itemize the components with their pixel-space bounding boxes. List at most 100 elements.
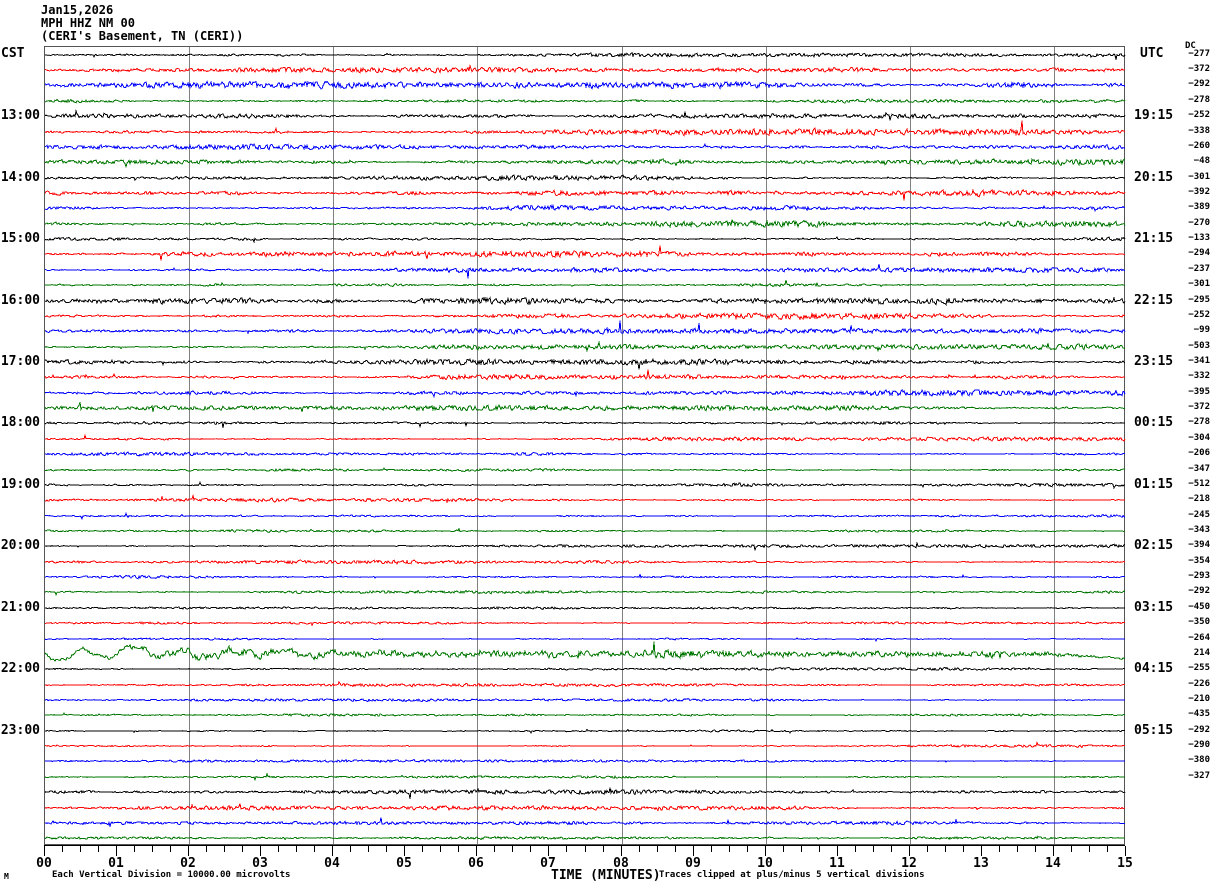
trace-row-31 <box>44 527 1126 533</box>
x-tick-major-05 <box>404 846 405 856</box>
utc-hour-label-20-15: 20:15 <box>1134 169 1174 185</box>
dc-value-13: −294 <box>1188 248 1210 259</box>
dc-value-8: −301 <box>1188 171 1210 182</box>
dc-value-27: −347 <box>1188 463 1210 474</box>
trace-row-25 <box>44 433 1126 442</box>
utc-hour-label-01-15: 01:15 <box>1134 476 1174 492</box>
x-tick-label-10: 10 <box>757 856 773 871</box>
dc-value-16: −295 <box>1188 294 1210 305</box>
trace-row-37 <box>44 620 1126 627</box>
x-tick-minor <box>873 846 874 852</box>
cst-hour-label-14-00: 14:00 <box>0 169 40 185</box>
corner-mark: M <box>4 872 9 881</box>
x-tick-major-06 <box>476 846 477 856</box>
trace-row-26 <box>44 451 1126 457</box>
x-tick-label-07: 07 <box>540 856 556 871</box>
trace-row-50 <box>44 817 1126 828</box>
trace-row-3 <box>44 98 1126 104</box>
x-tick-minor <box>170 846 171 852</box>
x-axis-line <box>44 845 1125 846</box>
cst-hour-label-22-00: 22:00 <box>0 661 40 677</box>
x-tick-minor <box>1089 846 1090 852</box>
cst-hour-label-16-00: 16:00 <box>0 292 40 308</box>
dc-value-25: −304 <box>1188 432 1210 443</box>
utc-hour-label-04-15: 04:15 <box>1134 661 1174 677</box>
clipping-note: Traces clipped at plus/minus 5 vertical … <box>659 870 925 880</box>
x-axis-tick-labels: 00 01 02 03 04 05 06 07 08 09 10 11 12 13 14 15 <box>0 856 1210 871</box>
dc-value-32: −394 <box>1188 540 1210 551</box>
dc-value-38: −264 <box>1188 632 1210 643</box>
x-tick-label-06: 06 <box>468 856 484 871</box>
trace-row-39 <box>44 641 1126 662</box>
trace-row-42 <box>44 698 1126 703</box>
trace-row-45 <box>44 741 1126 749</box>
gridline-minute-02 <box>189 47 190 844</box>
header-station: MPH HHZ NM 00 <box>41 16 135 30</box>
trace-row-27 <box>44 466 1126 472</box>
trace-row-4 <box>44 109 1126 121</box>
utc-hour-label-19-15: 19:15 <box>1134 108 1174 124</box>
x-tick-minor <box>1107 846 1108 852</box>
x-tick-label-04: 04 <box>324 856 340 871</box>
trace-row-46 <box>44 759 1126 764</box>
x-tick-major-01 <box>116 846 117 856</box>
dc-value-45: −290 <box>1188 740 1210 751</box>
dc-value-47: −327 <box>1188 770 1210 781</box>
dc-value-33: −354 <box>1188 555 1210 566</box>
trace-row-1 <box>44 63 1126 74</box>
trace-row-22 <box>44 388 1126 398</box>
dc-value-21: −332 <box>1188 371 1210 382</box>
trace-row-8 <box>44 173 1125 182</box>
utc-hour-label-00-15: 00:15 <box>1134 415 1174 431</box>
x-tick-major-12 <box>909 846 910 856</box>
x-tick-minor <box>530 846 531 852</box>
trace-row-14 <box>44 263 1126 279</box>
header-date: Jan15,2026 <box>41 3 114 17</box>
dc-value-28: −512 <box>1188 478 1210 489</box>
x-tick-minor <box>819 846 820 852</box>
x-tick-major-13 <box>981 846 982 856</box>
x-tick-minor <box>729 846 730 852</box>
utc-hour-label-22-15: 22:15 <box>1134 292 1174 308</box>
utc-hour-label-05-15: 05:15 <box>1134 722 1174 738</box>
helicorder-plot[interactable] <box>44 46 1126 845</box>
gridline-minute-12 <box>910 47 911 844</box>
chart-header: Jan15,2026 MPH HHZ NM 00 (CERI's Basemen… <box>41 4 243 43</box>
x-tick-major-10 <box>765 846 766 856</box>
x-tick-minor <box>639 846 640 852</box>
x-tick-minor <box>350 846 351 852</box>
cst-hour-label-15-00: 15:00 <box>0 231 40 247</box>
dc-value-39: 214 <box>1193 647 1210 658</box>
cst-hour-label-18-00: 18:00 <box>0 415 40 431</box>
x-tick-minor <box>963 846 964 852</box>
dc-value-30: −245 <box>1188 509 1210 520</box>
x-tick-minor <box>296 846 297 852</box>
x-tick-major-11 <box>837 846 838 856</box>
dc-value-15: −301 <box>1188 279 1210 290</box>
x-tick-minor <box>386 846 387 852</box>
x-tick-label-01: 01 <box>108 856 124 871</box>
x-tick-minor <box>62 846 63 852</box>
trace-row-13 <box>44 245 1126 261</box>
x-tick-minor <box>206 846 207 852</box>
x-tick-minor <box>675 846 676 852</box>
trace-row-9 <box>44 188 1126 201</box>
x-tick-label-03: 03 <box>252 856 268 871</box>
dc-value-43: −435 <box>1188 709 1210 720</box>
trace-row-15 <box>44 280 1126 288</box>
trace-row-34 <box>44 573 1126 580</box>
dc-value-42: −210 <box>1188 694 1210 705</box>
trace-row-10 <box>44 204 1126 213</box>
dc-value-35: −292 <box>1188 586 1210 597</box>
dc-value-10: −389 <box>1188 202 1210 213</box>
x-tick-minor <box>242 846 243 852</box>
x-tick-minor <box>891 846 892 852</box>
trace-row-2 <box>44 80 1126 91</box>
trace-row-18 <box>44 320 1126 336</box>
dc-value-7: −48 <box>1193 156 1210 167</box>
utc-hour-label-23-15: 23:15 <box>1134 353 1174 369</box>
dc-value-6: −260 <box>1188 140 1210 151</box>
x-tick-minor <box>278 846 279 852</box>
gridline-minute-06 <box>477 47 478 844</box>
cst-hour-label-13-00: 13:00 <box>0 108 40 124</box>
